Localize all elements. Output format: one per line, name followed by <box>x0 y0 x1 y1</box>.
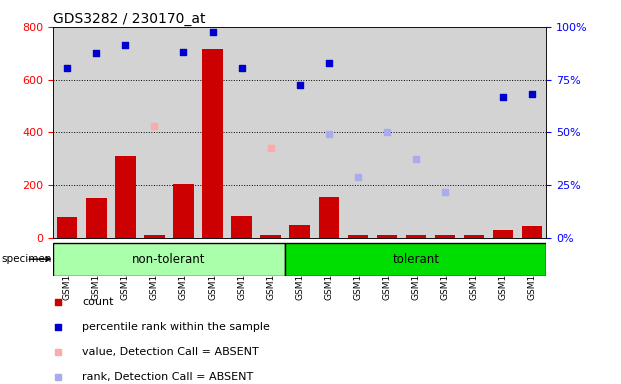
Point <box>91 50 101 56</box>
Point <box>150 123 160 129</box>
Bar <box>57 217 78 238</box>
Text: percentile rank within the sample: percentile rank within the sample <box>83 322 270 332</box>
Point <box>266 145 276 151</box>
Point <box>53 299 63 305</box>
Bar <box>406 235 426 238</box>
Text: tolerant: tolerant <box>392 253 439 266</box>
Bar <box>492 230 513 238</box>
Point <box>324 131 333 137</box>
Bar <box>348 235 368 238</box>
Point <box>324 60 333 66</box>
Bar <box>232 216 252 238</box>
Text: count: count <box>83 297 114 307</box>
Text: rank, Detection Call = ABSENT: rank, Detection Call = ABSENT <box>83 372 253 382</box>
Point <box>527 91 537 97</box>
Bar <box>53 243 285 276</box>
Bar <box>435 235 455 238</box>
Point <box>120 42 130 48</box>
Point <box>53 324 63 330</box>
Bar <box>144 235 165 238</box>
Point <box>178 49 188 55</box>
Bar <box>285 243 546 276</box>
Point <box>498 94 508 100</box>
Point <box>237 65 247 71</box>
Point <box>440 189 450 195</box>
Text: value, Detection Call = ABSENT: value, Detection Call = ABSENT <box>83 347 259 357</box>
Point <box>207 29 217 35</box>
Bar <box>289 225 310 238</box>
Bar <box>173 184 194 238</box>
Point <box>53 349 63 355</box>
Bar <box>319 197 339 238</box>
Bar <box>86 199 107 238</box>
Bar <box>464 235 484 238</box>
Point <box>53 374 63 380</box>
Bar <box>260 235 281 238</box>
Point <box>62 65 72 71</box>
Bar <box>202 49 223 238</box>
Point <box>353 174 363 180</box>
Text: specimen: specimen <box>1 254 52 264</box>
Bar <box>376 235 397 238</box>
Point <box>411 156 421 162</box>
Point <box>294 82 304 88</box>
Bar <box>522 226 542 238</box>
Text: GDS3282 / 230170_at: GDS3282 / 230170_at <box>53 12 206 26</box>
Bar <box>116 156 135 238</box>
Text: non-tolerant: non-tolerant <box>132 253 206 266</box>
Point <box>382 129 392 136</box>
